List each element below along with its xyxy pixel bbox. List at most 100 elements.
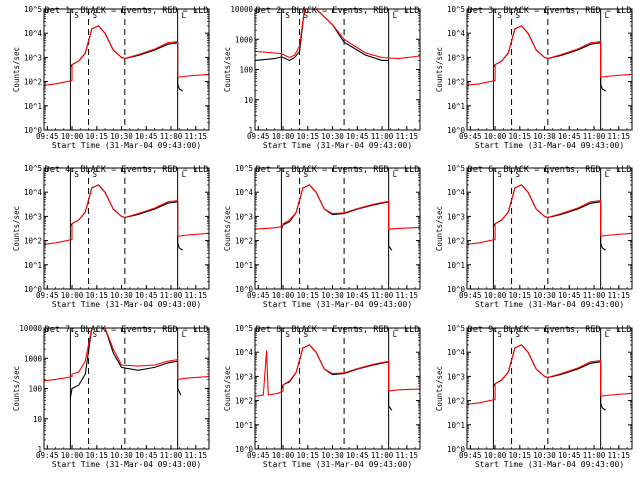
attenuator-marker: S [285, 170, 290, 179]
y-tick-label: 10^4 [447, 348, 466, 357]
x-tick-label: 11:15 [608, 291, 631, 300]
y-tick-label: 10 [33, 415, 43, 424]
x-tick-label: 09:45 [36, 132, 59, 141]
x-axis-label: Start Time (31-Mar-04 09:43:00) [475, 300, 624, 309]
x-tick-label: 11:00 [583, 451, 606, 460]
x-tick-label: 10:15 [86, 132, 109, 141]
y-tick-label: 10^0 [235, 285, 254, 294]
y-tick-label: 10^1 [447, 102, 465, 111]
series-lld-line [467, 25, 632, 86]
plot-frame [254, 167, 421, 290]
x-tick-label: 10:30 [110, 451, 133, 460]
y-tick-label: 10^5 [24, 5, 42, 14]
y-tick-label: 10^1 [447, 421, 465, 430]
y-tick-label: 10^1 [447, 261, 465, 270]
attenuator-marker: S [285, 330, 290, 339]
panel-title: Det 6: BLACK = Events, RED = LLD [468, 165, 632, 175]
x-tick-label: 10:30 [321, 291, 344, 300]
plot-frame [254, 8, 421, 131]
x-tick-label: 11:00 [371, 291, 394, 300]
x-tick-label: 10:15 [86, 291, 109, 300]
panel-title: Det 8: BLACK = Events, RED = LLD [256, 325, 420, 335]
x-tick-label: 10:00 [61, 451, 84, 460]
y-tick-label: 10^2 [447, 237, 465, 246]
y-tick-label: 10^2 [235, 397, 253, 406]
attenuator-marker: S [285, 11, 290, 20]
y-tick-label: 10^4 [235, 348, 254, 357]
y-tick-label: 10^3 [447, 212, 465, 221]
panel-title: Det 5: BLACK = Events, RED = LLD [256, 165, 420, 175]
attenuator-marker: L [393, 330, 398, 339]
x-tick-label: 11:00 [160, 451, 183, 460]
plot-frame [43, 8, 210, 131]
attenuator-marker: L [182, 11, 187, 20]
series-lld-line [44, 184, 209, 245]
attenuator-marker: S [93, 170, 98, 179]
attenuator-marker: L [605, 170, 610, 179]
series-lld-line [255, 9, 420, 60]
x-tick-label: 11:15 [396, 132, 419, 141]
x-axis-label: Start Time (31-Mar-04 09:43:00) [52, 460, 201, 469]
attenuator-marker: S [74, 330, 79, 339]
x-axis-label: Start Time (31-Mar-04 09:43:00) [263, 141, 412, 150]
x-tick-label: 11:15 [608, 132, 631, 141]
x-tick-label: 10:00 [272, 291, 295, 300]
x-axis-label: Start Time (31-Mar-04 09:43:00) [263, 300, 412, 309]
y-tick-label: 10^2 [24, 237, 42, 246]
x-tick-label: 09:45 [459, 291, 482, 300]
x-tick-label: 11:15 [396, 451, 419, 460]
attenuator-marker: S [497, 330, 502, 339]
x-tick-label: 11:15 [185, 132, 208, 141]
y-tick-label: 10^4 [447, 29, 466, 38]
x-tick-label: 10:00 [272, 451, 295, 460]
x-tick-label: 11:15 [608, 451, 631, 460]
attenuator-marker: S [93, 11, 98, 20]
y-tick-label: 10^5 [235, 324, 253, 333]
series-events-line [69, 328, 182, 398]
y-tick-label: 10^2 [24, 78, 42, 87]
y-tick-label: 10000 [230, 5, 253, 14]
y-tick-label: 10^1 [24, 102, 42, 111]
y-tick-label: 10000 [19, 324, 42, 333]
y-axis-label: Counts/sec [223, 47, 232, 92]
attenuator-marker: L [393, 11, 398, 20]
x-tick-label: 10:15 [297, 132, 320, 141]
x-tick-label: 10:30 [110, 291, 133, 300]
y-tick-label: 10^0 [235, 445, 254, 454]
x-tick-label: 10:00 [272, 132, 295, 141]
x-tick-label: 11:00 [371, 132, 394, 141]
plot-frame [466, 327, 633, 450]
x-tick-label: 11:15 [396, 291, 419, 300]
x-tick-label: 09:45 [36, 291, 59, 300]
series-lld-line [255, 184, 420, 230]
x-tick-label: 10:00 [61, 291, 84, 300]
attenuator-marker: L [182, 170, 187, 179]
x-tick-label: 10:45 [558, 451, 581, 460]
x-tick-label: 09:45 [247, 132, 270, 141]
plot-frame [254, 327, 421, 450]
x-axis-label: Start Time (31-Mar-04 09:43:00) [52, 300, 201, 309]
x-tick-label: 10:30 [110, 132, 133, 141]
x-axis-label: Start Time (31-Mar-04 09:43:00) [263, 460, 412, 469]
x-tick-label: 10:30 [533, 451, 556, 460]
y-tick-label: 10^1 [235, 261, 253, 270]
panel-title: Det 7: BLACK = Events, RED = LLD [45, 325, 209, 335]
y-tick-label: 10^4 [24, 29, 43, 38]
panel-title: Det 2: BLACK = Events, RED = LLD [256, 6, 420, 16]
y-tick-label: 100 [28, 385, 42, 394]
x-axis-label: Start Time (31-Mar-04 09:43:00) [475, 141, 624, 150]
x-tick-label: 10:45 [558, 132, 581, 141]
x-tick-label: 11:15 [185, 451, 208, 460]
y-tick-label: 10^0 [447, 126, 466, 135]
plot-frame [43, 167, 210, 290]
x-tick-label: 11:00 [583, 291, 606, 300]
y-tick-label: 10^4 [24, 188, 43, 197]
y-axis-label: Counts/sec [12, 47, 21, 92]
y-tick-label: 10^1 [235, 421, 253, 430]
